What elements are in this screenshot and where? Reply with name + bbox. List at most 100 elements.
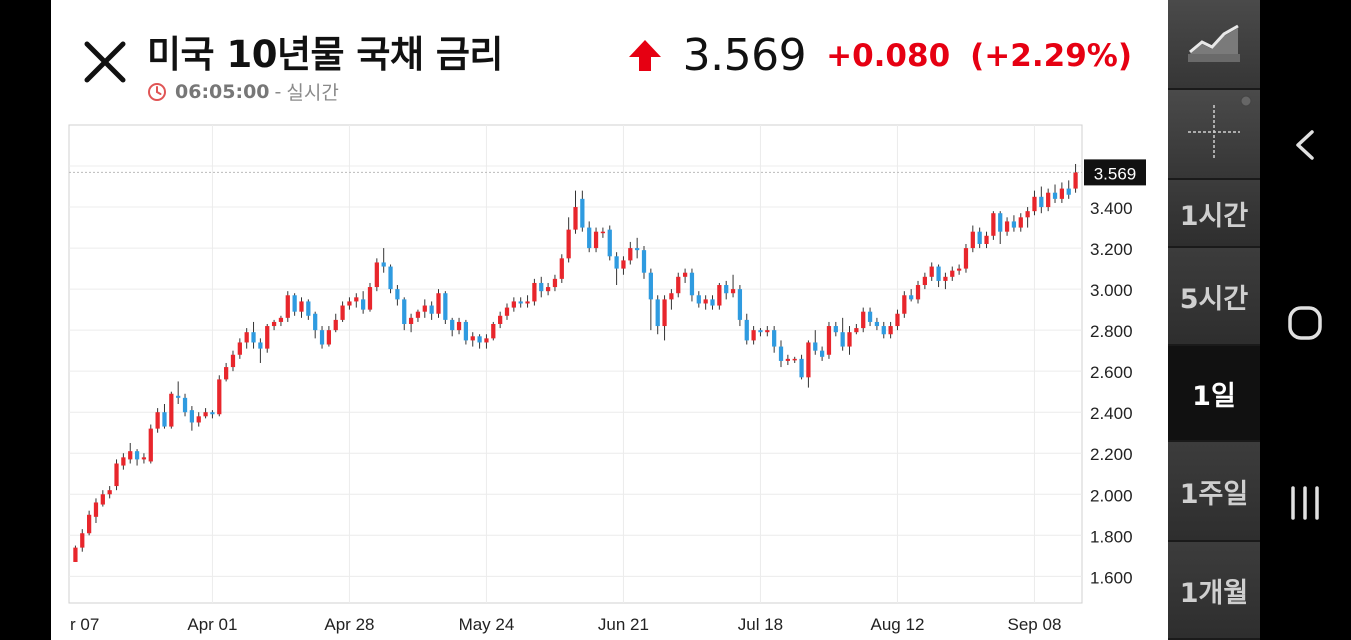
- candle-body: [128, 451, 133, 460]
- realtime-label: 실시간: [286, 82, 339, 104]
- candle-body: [833, 326, 838, 333]
- candle-body: [340, 305, 345, 320]
- candle-body: [491, 323, 496, 339]
- back-button[interactable]: [1280, 120, 1330, 170]
- candle-body: [895, 313, 900, 327]
- period-1d-button[interactable]: 1일: [1168, 346, 1260, 442]
- chart-grid: [69, 125, 1082, 603]
- candle-body: [114, 463, 119, 487]
- period-1h-button[interactable]: 1시간: [1168, 180, 1260, 248]
- candle-body: [1039, 196, 1044, 208]
- crosshair-button[interactable]: [1168, 90, 1260, 180]
- period-1w-button[interactable]: 1주일: [1168, 442, 1260, 542]
- close-icon: [84, 41, 126, 83]
- timestamp-bar: 06:05:00 - 실시간: [147, 78, 339, 105]
- candle-body: [689, 272, 695, 296]
- candle-body: [682, 272, 688, 277]
- candle-body: [169, 393, 174, 427]
- candle-body: [970, 231, 975, 249]
- candle-body: [710, 299, 715, 306]
- crosshair-icon: [1188, 95, 1252, 159]
- candle-body: [402, 299, 407, 324]
- candle-body: [552, 278, 558, 288]
- candle-body: [388, 266, 393, 290]
- y-tick-label: 2.400: [1090, 404, 1133, 423]
- candle-body: [628, 248, 633, 261]
- candle-body: [456, 321, 462, 331]
- candle-body: [806, 342, 811, 378]
- candle-body: [326, 330, 332, 345]
- candle-body: [545, 287, 551, 292]
- recents-icon: [1291, 486, 1319, 520]
- candle-body: [963, 248, 969, 269]
- y-tick-label: 1.600: [1090, 568, 1133, 587]
- candle-body: [956, 268, 962, 271]
- candle-body: [621, 260, 626, 269]
- y-tick-label: 3.200: [1090, 240, 1133, 259]
- recents-button[interactable]: [1280, 478, 1330, 528]
- candle-body: [593, 231, 599, 249]
- candle-body: [148, 428, 153, 462]
- candle-body: [751, 330, 756, 341]
- quote-summary: 3.569 +0.080 (+2.29%): [627, 30, 1132, 81]
- candle-body: [977, 231, 982, 244]
- candle-body: [498, 315, 503, 324]
- candle-body: [484, 338, 489, 343]
- candle-body: [1059, 188, 1064, 199]
- x-tick-label: r 07: [70, 615, 99, 634]
- period-1m-button[interactable]: 1개월: [1168, 542, 1260, 640]
- candle-body: [881, 326, 886, 335]
- candlestick-chart[interactable]: 3.6003.4003.2003.0002.8002.6002.4002.200…: [51, 0, 1168, 640]
- y-tick-label: 2.800: [1090, 322, 1133, 341]
- x-tick-label: Aug 12: [871, 615, 925, 634]
- candle-body: [799, 358, 804, 378]
- x-tick-label: Apr 01: [187, 615, 237, 634]
- x-tick-label: Jun 21: [598, 615, 649, 634]
- candle-body: [162, 412, 167, 427]
- candle-body: [655, 299, 660, 327]
- period-5h-button[interactable]: 5시간: [1168, 248, 1260, 346]
- last-price-marker: 3.569: [69, 159, 1146, 186]
- candle-body: [107, 490, 112, 495]
- y-tick-label: 3.400: [1090, 199, 1133, 218]
- candle-body: [354, 297, 359, 302]
- candle-body: [299, 301, 304, 312]
- candle-body: [436, 293, 441, 314]
- candle-body: [840, 332, 845, 347]
- candle-body: [203, 412, 208, 417]
- candle-body: [347, 301, 352, 306]
- x-tick-label: Sep 08: [1008, 615, 1062, 634]
- candle-body: [1018, 217, 1023, 228]
- candle-body: [292, 295, 297, 312]
- candle-body: [210, 412, 215, 415]
- home-button[interactable]: [1280, 298, 1330, 348]
- close-button[interactable]: [79, 36, 131, 88]
- candle-body: [641, 250, 647, 273]
- candle-body: [361, 299, 366, 310]
- candle-body: [532, 282, 537, 302]
- candle-body: [429, 305, 434, 314]
- candle-body: [950, 270, 955, 277]
- candle-body: [717, 285, 722, 306]
- time-separator: -: [274, 80, 282, 103]
- back-icon: [1296, 130, 1314, 160]
- last-price-label: 3.569: [1094, 164, 1137, 183]
- y-tick-label: 2.600: [1090, 363, 1133, 382]
- y-tick-label: 1.800: [1090, 527, 1133, 546]
- last-price-tag: [1084, 159, 1146, 186]
- candle-body: [991, 213, 996, 236]
- candle-body: [1025, 211, 1030, 218]
- chart-panel: 3.6003.4003.2003.0002.8002.6002.4002.200…: [51, 0, 1168, 640]
- chart-type-button[interactable]: [1168, 0, 1260, 90]
- page-title: 미국 10년물 국채 금리: [147, 33, 503, 76]
- candle-body: [306, 301, 311, 316]
- x-tick-label: Apr 28: [324, 615, 374, 634]
- candle-body: [607, 229, 612, 257]
- candle-body: [888, 326, 893, 335]
- candle-body: [189, 410, 195, 423]
- candle-body: [196, 416, 201, 423]
- candle-body: [874, 321, 880, 327]
- candle-body: [669, 293, 674, 300]
- y-tick-label: 2.200: [1090, 445, 1133, 464]
- candle-body: [422, 305, 427, 312]
